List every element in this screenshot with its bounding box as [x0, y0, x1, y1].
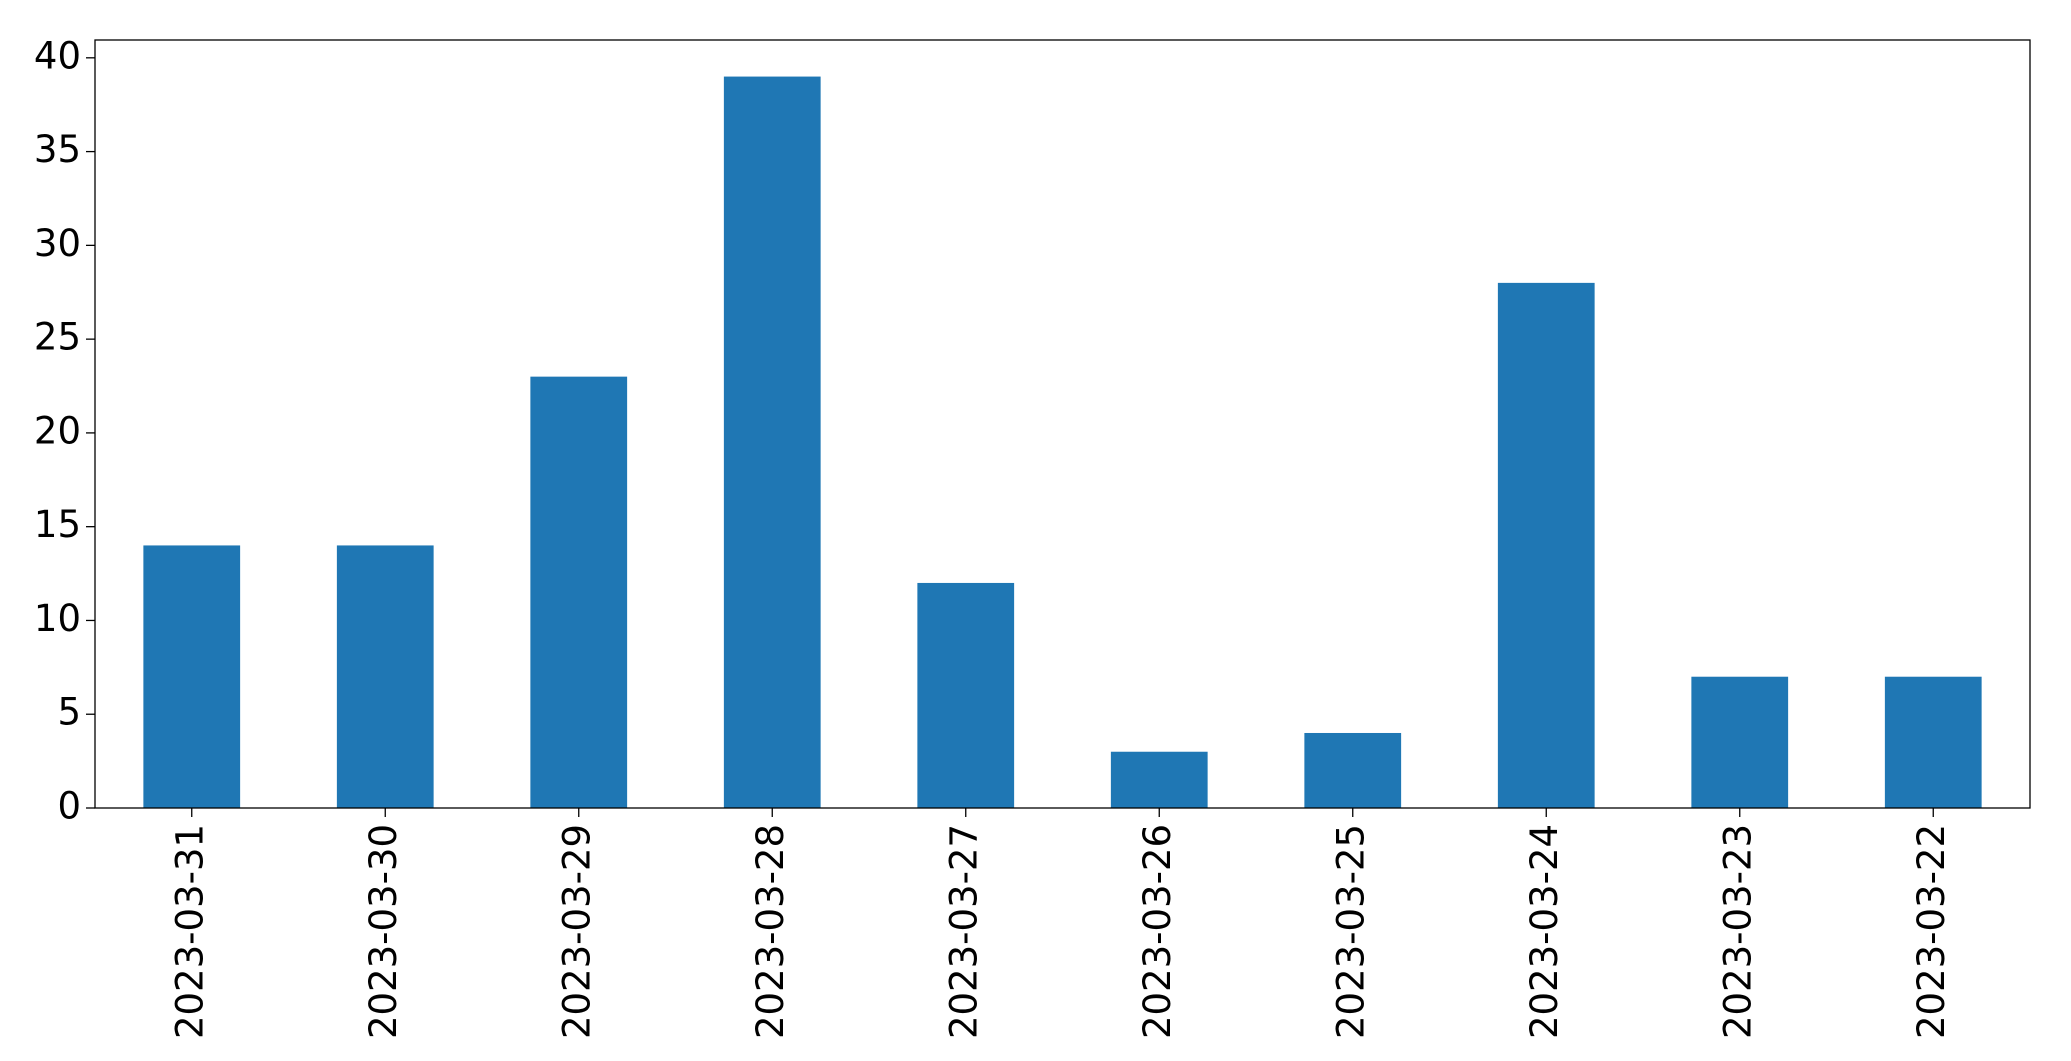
bar — [1884, 676, 1982, 808]
y-tick-label: 0 — [57, 785, 81, 828]
x-tick-label: 2023-03-29 — [555, 824, 598, 1039]
bar — [723, 76, 821, 809]
x-tick-label: 2023-03-31 — [168, 824, 211, 1039]
y-tick-label: 5 — [57, 691, 81, 734]
bar — [530, 376, 628, 808]
x-tick-label: 2023-03-30 — [362, 824, 405, 1039]
bar — [1110, 751, 1208, 808]
y-tick-label: 25 — [34, 316, 81, 359]
x-tick-label: 2023-03-25 — [1329, 824, 1372, 1039]
y-tick-label: 15 — [34, 503, 81, 546]
y-tick-label: 20 — [34, 409, 81, 452]
bar — [917, 582, 1015, 808]
x-tick-label: 2023-03-28 — [749, 824, 792, 1039]
y-tick-label: 30 — [34, 222, 81, 265]
x-tick-label: 2023-03-27 — [942, 824, 985, 1039]
x-tick-label: 2023-03-26 — [1136, 824, 1179, 1039]
bar — [336, 545, 434, 808]
y-tick-label: 10 — [34, 597, 81, 640]
bar — [1304, 732, 1402, 808]
bar — [1497, 282, 1595, 808]
plot-frame — [94, 39, 2031, 809]
x-tick-label: 2023-03-23 — [1716, 824, 1759, 1039]
x-tick-label: 2023-03-24 — [1523, 824, 1566, 1039]
y-tick-label: 40 — [34, 34, 81, 77]
y-tick-label: 35 — [34, 128, 81, 171]
bar — [143, 545, 241, 808]
x-tick-label: 2023-03-22 — [1910, 824, 1953, 1039]
bar — [1691, 676, 1789, 808]
